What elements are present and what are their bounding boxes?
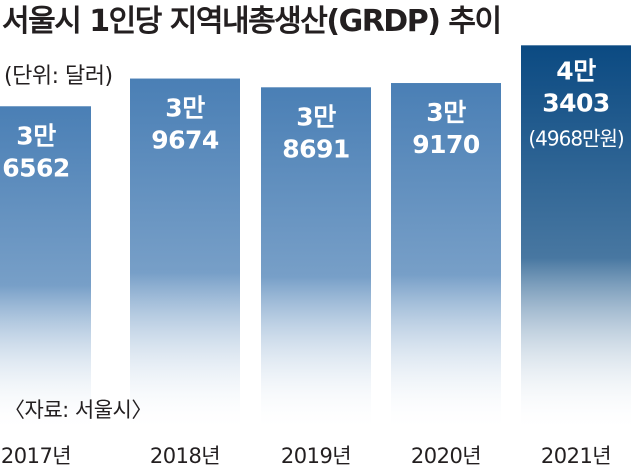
bar-2020	[391, 83, 501, 432]
value-label-2020-line2: 9170	[412, 130, 480, 159]
x-tick-label-2020: 2020년	[411, 444, 481, 468]
annotation-2021: (4968만원)	[528, 126, 624, 150]
value-label-2021-line1: 4만	[556, 56, 596, 85]
value-label-2017-line1: 3만	[16, 121, 56, 150]
value-label-2019-line2: 8691	[282, 134, 350, 163]
bar-2018	[130, 78, 240, 433]
bar-2021	[521, 45, 631, 432]
chart-title: 서울시 1인당 지역내총생산(GRDP) 추이	[2, 4, 502, 39]
value-label-2019-line1: 3만	[296, 102, 336, 131]
x-tick-label-2019: 2019년	[281, 444, 351, 468]
bars-group	[0, 45, 631, 433]
value-label-2018-line2: 9674	[151, 126, 219, 155]
x-tick-label-2021: 2021년	[541, 444, 611, 468]
value-label-2018-line1: 3만	[165, 94, 205, 123]
bar-2017	[0, 106, 91, 433]
x-tick-labels-group: 2017년 2018년 2019년 2020년 2021년	[1, 444, 612, 468]
x-tick-label-2018: 2018년	[150, 444, 220, 468]
x-tick-label-2017: 2017년	[1, 444, 71, 468]
source-note: 〈자료: 서울시〉	[4, 398, 152, 422]
value-label-2021-line2: 3403	[542, 88, 610, 117]
bar-2019	[261, 87, 371, 432]
unit-label: (단위: 달러)	[4, 64, 113, 89]
value-label-2020-line1: 3만	[426, 98, 466, 127]
value-label-2017-line2: 6562	[2, 153, 70, 182]
value-labels-group: 3만 6562 3만 9674 3만 8691 3만 9170 4만 3403 (4968만원)	[2, 56, 625, 182]
